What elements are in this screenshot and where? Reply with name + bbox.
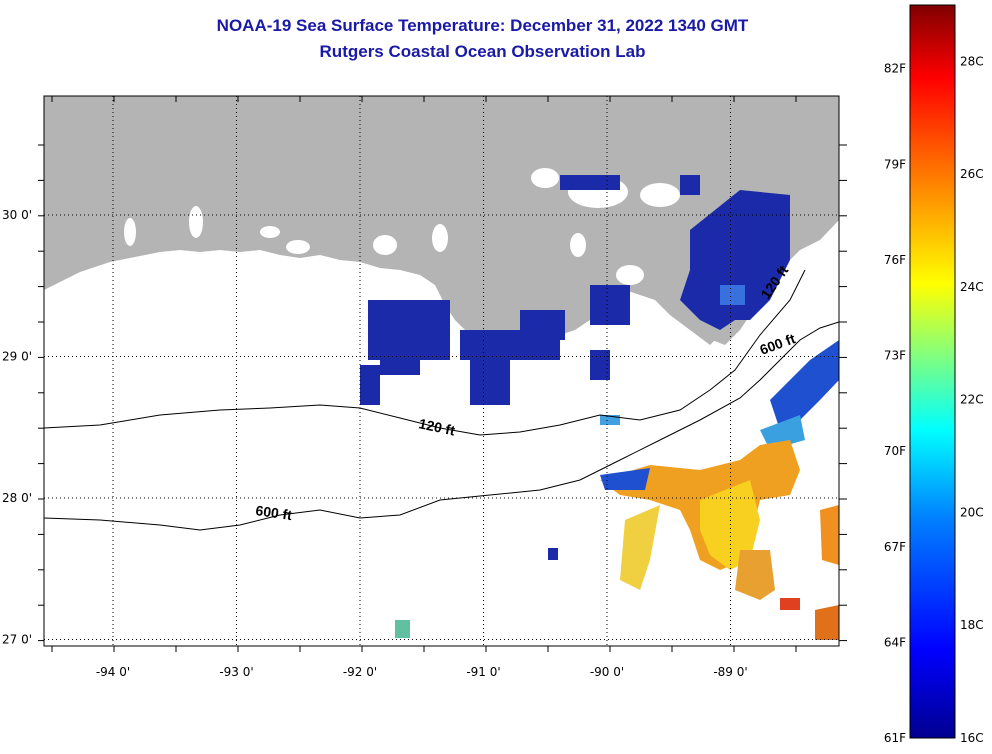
colorbar-fahrenheit-label: 73F: [884, 349, 906, 363]
axis-ticks: -94 0' -93 0' -92 0' -91 0' -90 0' -89 0' 30 0…: [2, 96, 847, 679]
colorbar-celsius-label: 18C: [960, 618, 984, 632]
map-title: NOAA-19 Sea Surface Temperature: Decembe…: [216, 16, 749, 35]
land-mass: [44, 96, 839, 345]
longitude-tick-label: -94 0': [96, 665, 130, 679]
contour-label: 600 ft: [255, 502, 294, 523]
colorbar-fahrenheit-label: 70F: [884, 444, 906, 458]
colorbar-fahrenheit-label: 64F: [884, 635, 906, 649]
latitude-tick-label: 27 0': [2, 633, 32, 647]
colorbar-celsius-label: 24C: [960, 280, 984, 294]
contour-label: 120 ft: [417, 415, 456, 438]
longitude-tick-label: -92 0': [343, 665, 377, 679]
colorbar-celsius-label: 20C: [960, 505, 984, 519]
warm-water-patches: [395, 340, 839, 640]
latitude-tick-label: 29 0': [2, 350, 32, 364]
colorbar-celsius-label: 16C: [960, 731, 984, 745]
colorbar-fahrenheit-label: 67F: [884, 540, 906, 554]
longitude-tick-label: -89 0': [713, 665, 747, 679]
colorbar: [909, 4, 956, 739]
longitude-tick-label: -90 0': [590, 665, 624, 679]
graticule: [44, 96, 839, 646]
latitude-tick-label: 28 0': [2, 491, 32, 505]
cold-water-patches: [360, 175, 790, 405]
colorbar-fahrenheit-label: 82F: [884, 62, 906, 76]
colorbar-celsius-label: 22C: [960, 393, 984, 407]
map-subtitle: Rutgers Coastal Ocean Observation Lab: [319, 42, 646, 61]
colorbar-celsius-label: 28C: [960, 54, 984, 68]
longitude-tick-label: -91 0': [466, 665, 500, 679]
latitude-tick-label: 30 0': [2, 208, 32, 222]
isobath-120ft: [44, 269, 806, 436]
longitude-tick-label: -93 0': [219, 665, 253, 679]
colorbar-fahrenheit-label: 76F: [884, 253, 906, 267]
colorbar-fahrenheit-label: 61F: [884, 731, 906, 745]
colorbar-fahrenheit-label: 79F: [884, 157, 906, 171]
isobath-600ft: [44, 321, 839, 531]
colorbar-celsius-label: 26C: [960, 167, 984, 181]
